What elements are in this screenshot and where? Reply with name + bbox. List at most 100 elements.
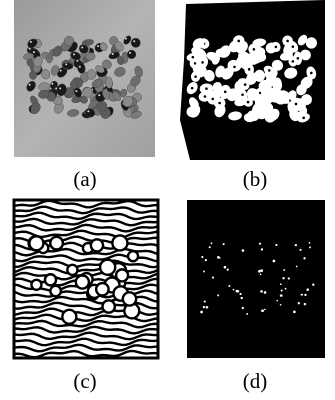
point [203,306,205,308]
caption: (c) [73,369,96,393]
hole [248,68,251,71]
point [306,288,309,291]
highlight [112,53,114,55]
cell [112,235,127,250]
hole [237,40,240,43]
highlight [87,110,89,112]
hole [201,61,204,64]
hole [224,91,227,94]
point [260,290,263,293]
point [285,288,287,290]
cell [50,237,63,250]
hole [191,87,194,90]
point [298,302,300,304]
hole [295,103,298,106]
point [246,313,248,315]
highlight [75,90,77,92]
caption: (d) [243,369,268,393]
highlight [98,94,100,96]
hole [292,60,295,63]
point [205,259,207,261]
highlight [129,52,131,54]
cell [76,275,89,288]
highlight [76,60,78,62]
cell [29,236,43,250]
hole [233,66,236,69]
hole [253,48,256,51]
highlight [51,83,53,85]
hole [244,83,247,86]
caption: (b) [243,167,268,191]
hole [241,93,244,96]
point [209,246,211,248]
cell [102,300,114,312]
point [227,268,229,270]
point [206,306,209,309]
hole [297,57,300,60]
highlight [65,63,67,65]
highlight [33,51,35,53]
panel-a-photo [14,0,155,157]
hole [211,98,214,101]
point [203,271,205,273]
highlight [97,45,99,47]
caption: (a) [73,167,96,191]
cell [45,274,56,285]
hole [204,95,207,98]
panel-b-binary [180,0,325,160]
point [288,277,290,279]
hole [192,56,195,59]
hole [218,102,221,105]
cell [100,260,115,275]
point [299,249,301,251]
cell [67,265,77,275]
panel-c-pattern [10,200,162,358]
point [260,269,263,272]
highlight [81,46,83,48]
point [293,311,296,314]
point [233,289,235,291]
hole [286,40,289,43]
point [264,291,267,294]
cell [128,251,138,261]
point [204,300,206,302]
point [309,246,311,248]
hole [275,46,278,49]
highlight [125,38,127,40]
cell [91,239,103,251]
point [312,284,314,286]
point [241,297,243,299]
highlight [79,66,81,68]
point [212,277,214,279]
hole [292,45,295,48]
point [239,293,241,295]
cell [50,286,61,297]
highlight [29,84,31,86]
point [261,309,264,312]
point [228,285,230,287]
cell [96,283,108,295]
point [261,248,263,250]
point [309,242,311,244]
point [200,311,203,314]
highlight [60,70,62,72]
point [281,289,283,291]
panel-d-points [187,200,325,358]
hole [268,69,271,72]
cell [31,280,41,290]
point [273,260,276,263]
point [211,242,213,244]
highlight [133,40,135,42]
point [276,300,278,302]
point [264,309,266,311]
point [201,256,203,258]
hole [310,72,313,75]
hole [205,87,208,90]
point [280,304,282,306]
point [304,294,306,296]
point [259,243,261,245]
point [275,244,277,246]
cell [116,269,128,281]
highlight [29,48,31,50]
point [236,290,239,293]
